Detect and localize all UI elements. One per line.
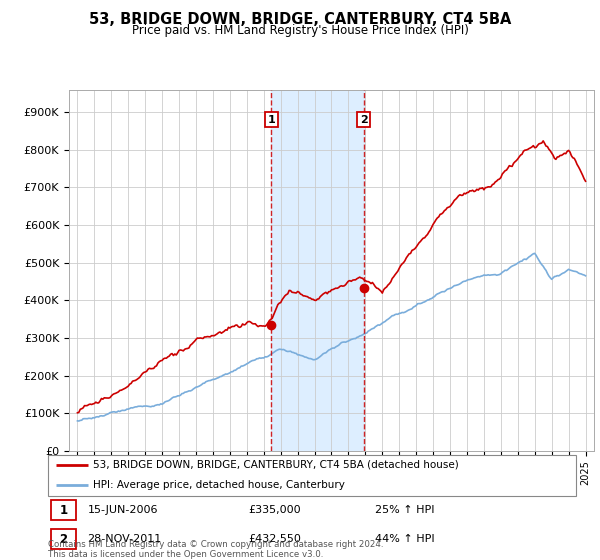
Bar bbox=[271, 90, 364, 451]
Text: Price paid vs. HM Land Registry's House Price Index (HPI): Price paid vs. HM Land Registry's House … bbox=[131, 24, 469, 37]
Text: 28-NOV-2011: 28-NOV-2011 bbox=[88, 534, 162, 544]
Text: 44% ↑ HPI: 44% ↑ HPI bbox=[376, 534, 435, 544]
Text: 2: 2 bbox=[59, 533, 67, 545]
Text: 53, BRIDGE DOWN, BRIDGE, CANTERBURY, CT4 5BA: 53, BRIDGE DOWN, BRIDGE, CANTERBURY, CT4… bbox=[89, 12, 511, 27]
Text: 1: 1 bbox=[59, 503, 67, 516]
Text: 1: 1 bbox=[268, 115, 275, 125]
Text: HPI: Average price, detached house, Canterbury: HPI: Average price, detached house, Cant… bbox=[93, 480, 345, 490]
Text: 53, BRIDGE DOWN, BRIDGE, CANTERBURY, CT4 5BA (detached house): 53, BRIDGE DOWN, BRIDGE, CANTERBURY, CT4… bbox=[93, 460, 458, 470]
Text: 25% ↑ HPI: 25% ↑ HPI bbox=[376, 505, 435, 515]
FancyBboxPatch shape bbox=[48, 455, 576, 496]
Text: 2: 2 bbox=[360, 115, 368, 125]
Text: Contains HM Land Registry data © Crown copyright and database right 2024.
This d: Contains HM Land Registry data © Crown c… bbox=[48, 540, 383, 559]
Text: £335,000: £335,000 bbox=[248, 505, 301, 515]
FancyBboxPatch shape bbox=[50, 529, 76, 549]
Text: 15-JUN-2006: 15-JUN-2006 bbox=[88, 505, 158, 515]
Text: £432,550: £432,550 bbox=[248, 534, 302, 544]
FancyBboxPatch shape bbox=[50, 500, 76, 520]
